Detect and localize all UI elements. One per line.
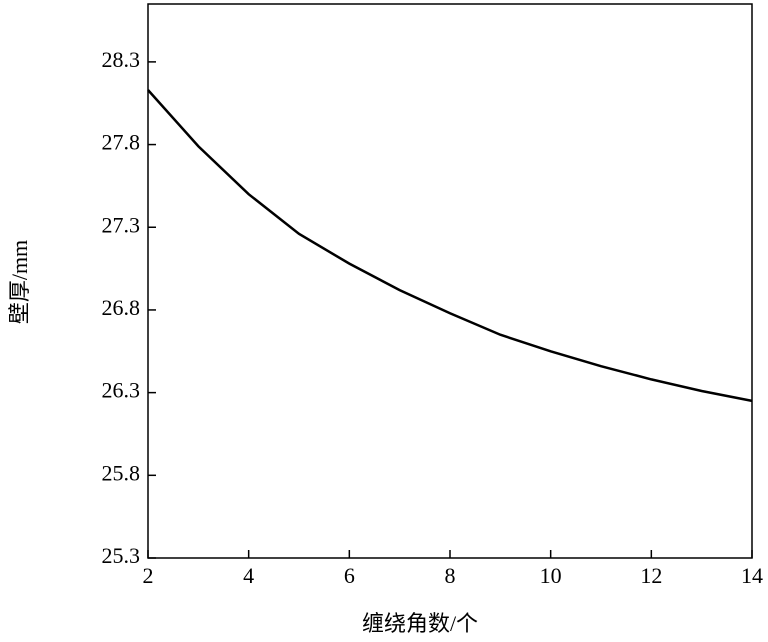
x-axis-label: 缠绕角数/个 <box>362 611 478 636</box>
x-tick-label: 2 <box>143 563 154 588</box>
y-tick-label: 25.3 <box>102 543 141 568</box>
data-line <box>147 89 753 403</box>
x-tick-label: 12 <box>640 563 662 588</box>
x-tick-label: 4 <box>243 563 254 588</box>
plot-frame <box>147 3 753 559</box>
x-tick-label: 8 <box>445 563 456 588</box>
x-tick-label: 14 <box>741 563 763 588</box>
y-tick-label: 27.3 <box>102 212 141 237</box>
y-tick-label: 27.8 <box>102 130 141 155</box>
x-tick-label: 6 <box>344 563 355 588</box>
y-tick-label: 26.8 <box>102 295 141 320</box>
y-tick-label: 26.3 <box>102 378 141 403</box>
x-tick-label: 10 <box>540 563 562 588</box>
y-tick-label: 28.3 <box>102 47 141 72</box>
y-axis-label: 壁厚/mm <box>7 240 32 324</box>
y-tick-label: 25.8 <box>102 460 141 485</box>
